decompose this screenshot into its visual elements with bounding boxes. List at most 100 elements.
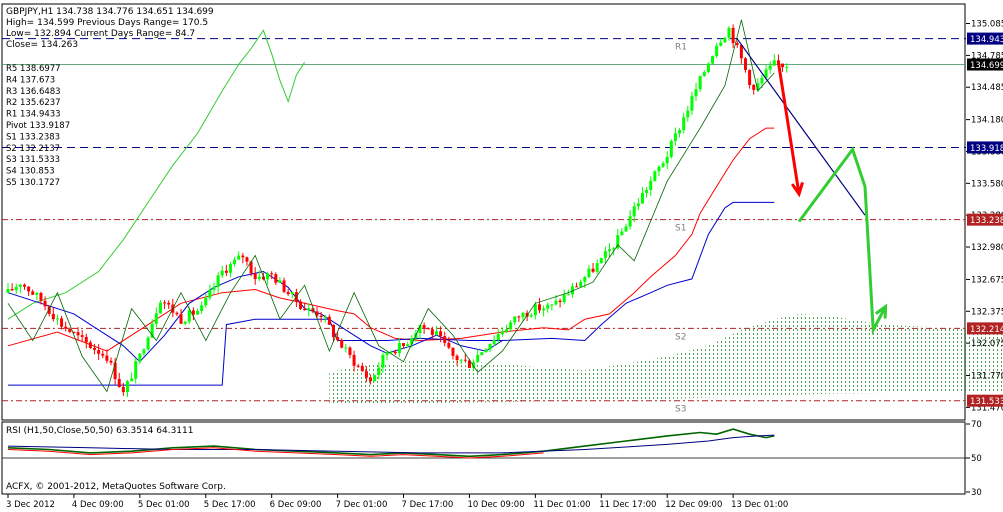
candle-body — [521, 312, 525, 318]
candle-body — [290, 292, 294, 295]
main-price-pane — [1, 3, 966, 421]
candle-body — [35, 292, 39, 295]
candle-body — [768, 65, 772, 70]
trendline — [736, 38, 866, 216]
candle-body — [130, 378, 134, 382]
candle-body — [125, 381, 129, 393]
candle-body — [377, 367, 381, 375]
candle-body — [719, 42, 723, 46]
price-tag-box — [967, 213, 1003, 226]
candle-body — [245, 257, 249, 262]
candles-layer — [6, 24, 789, 398]
candle-body — [669, 141, 673, 157]
candle-body — [282, 280, 286, 292]
candle-body — [319, 315, 323, 317]
candle-body — [76, 332, 80, 336]
candle-body — [286, 291, 290, 295]
candle-body — [484, 349, 488, 353]
price-tick-label: 134.785 — [971, 51, 1003, 61]
candle-body — [426, 327, 430, 330]
candle-body — [533, 304, 537, 316]
candle-body — [154, 313, 158, 324]
candle-body — [760, 77, 764, 84]
candle-body — [476, 355, 480, 363]
candle-body — [410, 338, 414, 345]
candle-body — [84, 336, 88, 343]
pivot-level-text: S1 133.2383 — [6, 132, 60, 142]
price-tick-label: 132.075 — [971, 339, 1003, 349]
candle-body — [649, 180, 653, 190]
candle-body — [257, 276, 261, 280]
forecast-arrow-red — [776, 62, 801, 195]
candle-body — [47, 306, 51, 314]
candle-body — [785, 66, 789, 68]
candle-body — [575, 286, 579, 288]
candle-body — [616, 235, 620, 249]
pivot-level-text: R3 136.6483 — [6, 87, 61, 97]
candle-body — [562, 294, 566, 302]
candle-body — [406, 344, 410, 346]
candle-body — [233, 259, 237, 265]
time-tick-label: 11 Dec 17:00 — [599, 500, 656, 510]
price-tick-label: 134.485 — [971, 83, 1003, 93]
candle-body — [241, 255, 245, 258]
price-tag-box — [967, 141, 1003, 154]
time-tick-label: 13 Dec 01:00 — [731, 500, 788, 510]
ichimoku-cloud — [329, 313, 1003, 405]
time-tick-label: 12 Dec 09:00 — [665, 500, 722, 510]
cloud-layer — [329, 313, 1003, 405]
candle-body — [422, 325, 426, 328]
candle-body — [608, 249, 612, 252]
candle-body — [22, 284, 26, 287]
candle-body — [434, 331, 438, 335]
candle-body — [39, 292, 43, 301]
candle-body — [323, 316, 327, 318]
candle-body — [216, 275, 220, 287]
time-tick-label: 5 Dec 01:00 — [138, 500, 190, 510]
candle-body — [80, 335, 84, 337]
header-line-3: Low= 132.894 Current Days Range= 84.7 — [6, 29, 195, 39]
candle-body — [352, 354, 356, 366]
candle-body — [179, 314, 183, 324]
candle-body — [731, 27, 735, 44]
candle-body — [60, 318, 64, 327]
candle-body — [14, 286, 18, 291]
header-line-4: Close= 134.263 — [6, 40, 78, 50]
candle-body — [253, 273, 257, 280]
candle-body — [636, 203, 640, 207]
candle-body — [500, 331, 504, 335]
time-tick-label: 3 Dec 2012 — [6, 500, 55, 510]
candle-body — [558, 300, 562, 302]
candle-body — [443, 336, 447, 343]
candle-body — [455, 355, 459, 360]
pivot-level-text: R1 134.9433 — [6, 110, 61, 120]
candle-body — [694, 89, 698, 97]
candle-body — [591, 268, 595, 272]
candle-body — [163, 302, 167, 304]
candle-body — [678, 130, 682, 134]
candle-body — [31, 291, 35, 295]
price-tag-label: 132.214 — [970, 325, 1003, 335]
price-tick-label: 135.085 — [971, 20, 1003, 30]
candle-body — [200, 305, 204, 311]
candle-body — [18, 284, 22, 287]
rsi-title: RSI (H1,50,Close,50,50) 63.3514 64.3111 — [6, 426, 193, 436]
price-tag-label: 133.238 — [970, 216, 1003, 226]
candle-body — [509, 322, 513, 330]
pivot-level-text: R5 138.6977 — [6, 64, 61, 74]
candle-body — [463, 359, 467, 361]
chart-header: GBPJPY,H1 134.738 134.776 134.651 134.69… — [6, 7, 214, 50]
candle-body — [727, 27, 731, 38]
candle-body — [336, 337, 340, 341]
candle-body — [513, 316, 517, 323]
candle-body — [134, 361, 138, 379]
rsi-tick-label: 50 — [971, 454, 982, 464]
candle-body — [72, 331, 76, 333]
candle-body — [505, 329, 509, 332]
candle-body — [645, 189, 649, 194]
header-line-2: High= 134.599 Previous Days Range= 170.5 — [6, 18, 208, 28]
candle-body — [447, 342, 451, 348]
time-tick-label: 11 Dec 01:00 — [533, 500, 590, 510]
candle-body — [340, 340, 344, 348]
